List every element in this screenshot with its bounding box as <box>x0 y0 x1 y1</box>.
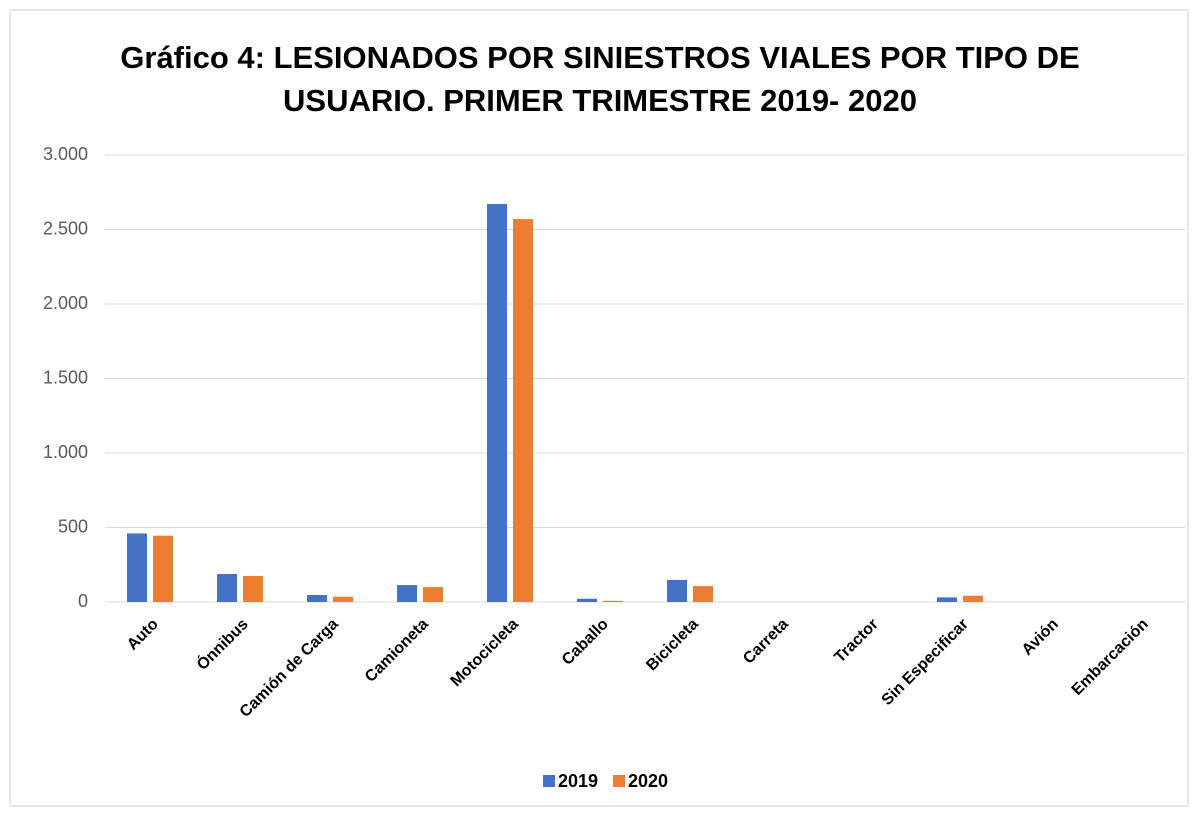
legend-swatch <box>543 775 555 787</box>
y-tick-label: 1.000 <box>43 442 88 462</box>
legend-swatch <box>613 775 625 787</box>
y-tick-label: 500 <box>58 516 88 536</box>
bar <box>667 579 687 602</box>
chart-frame <box>9 9 1189 807</box>
bar <box>693 586 713 602</box>
bar <box>423 587 443 602</box>
legend-label: 2019 <box>558 771 598 791</box>
bar <box>397 585 417 602</box>
legend-label: 2020 <box>628 771 668 791</box>
chart-title: Gráfico 4: LESIONADOS POR SINIESTROS VIA… <box>120 40 1079 75</box>
bar <box>333 596 353 602</box>
y-tick-label: 2.500 <box>43 218 88 238</box>
y-tick-label: 2.000 <box>43 293 88 313</box>
chart-title: USUARIO. PRIMER TRIMESTRE 2019- 2020 <box>283 83 917 118</box>
bar <box>243 575 263 602</box>
bar <box>487 204 507 602</box>
y-tick-label: 0 <box>78 591 88 611</box>
bar <box>937 597 957 602</box>
bar <box>577 598 597 602</box>
bar <box>217 573 237 602</box>
bar <box>513 219 533 602</box>
bar <box>603 600 623 602</box>
y-tick-label: 3.000 <box>43 144 88 164</box>
y-tick-label: 1.500 <box>43 367 88 387</box>
bar <box>307 594 327 602</box>
bar <box>127 533 147 602</box>
bar <box>153 535 173 602</box>
bar <box>963 595 983 602</box>
